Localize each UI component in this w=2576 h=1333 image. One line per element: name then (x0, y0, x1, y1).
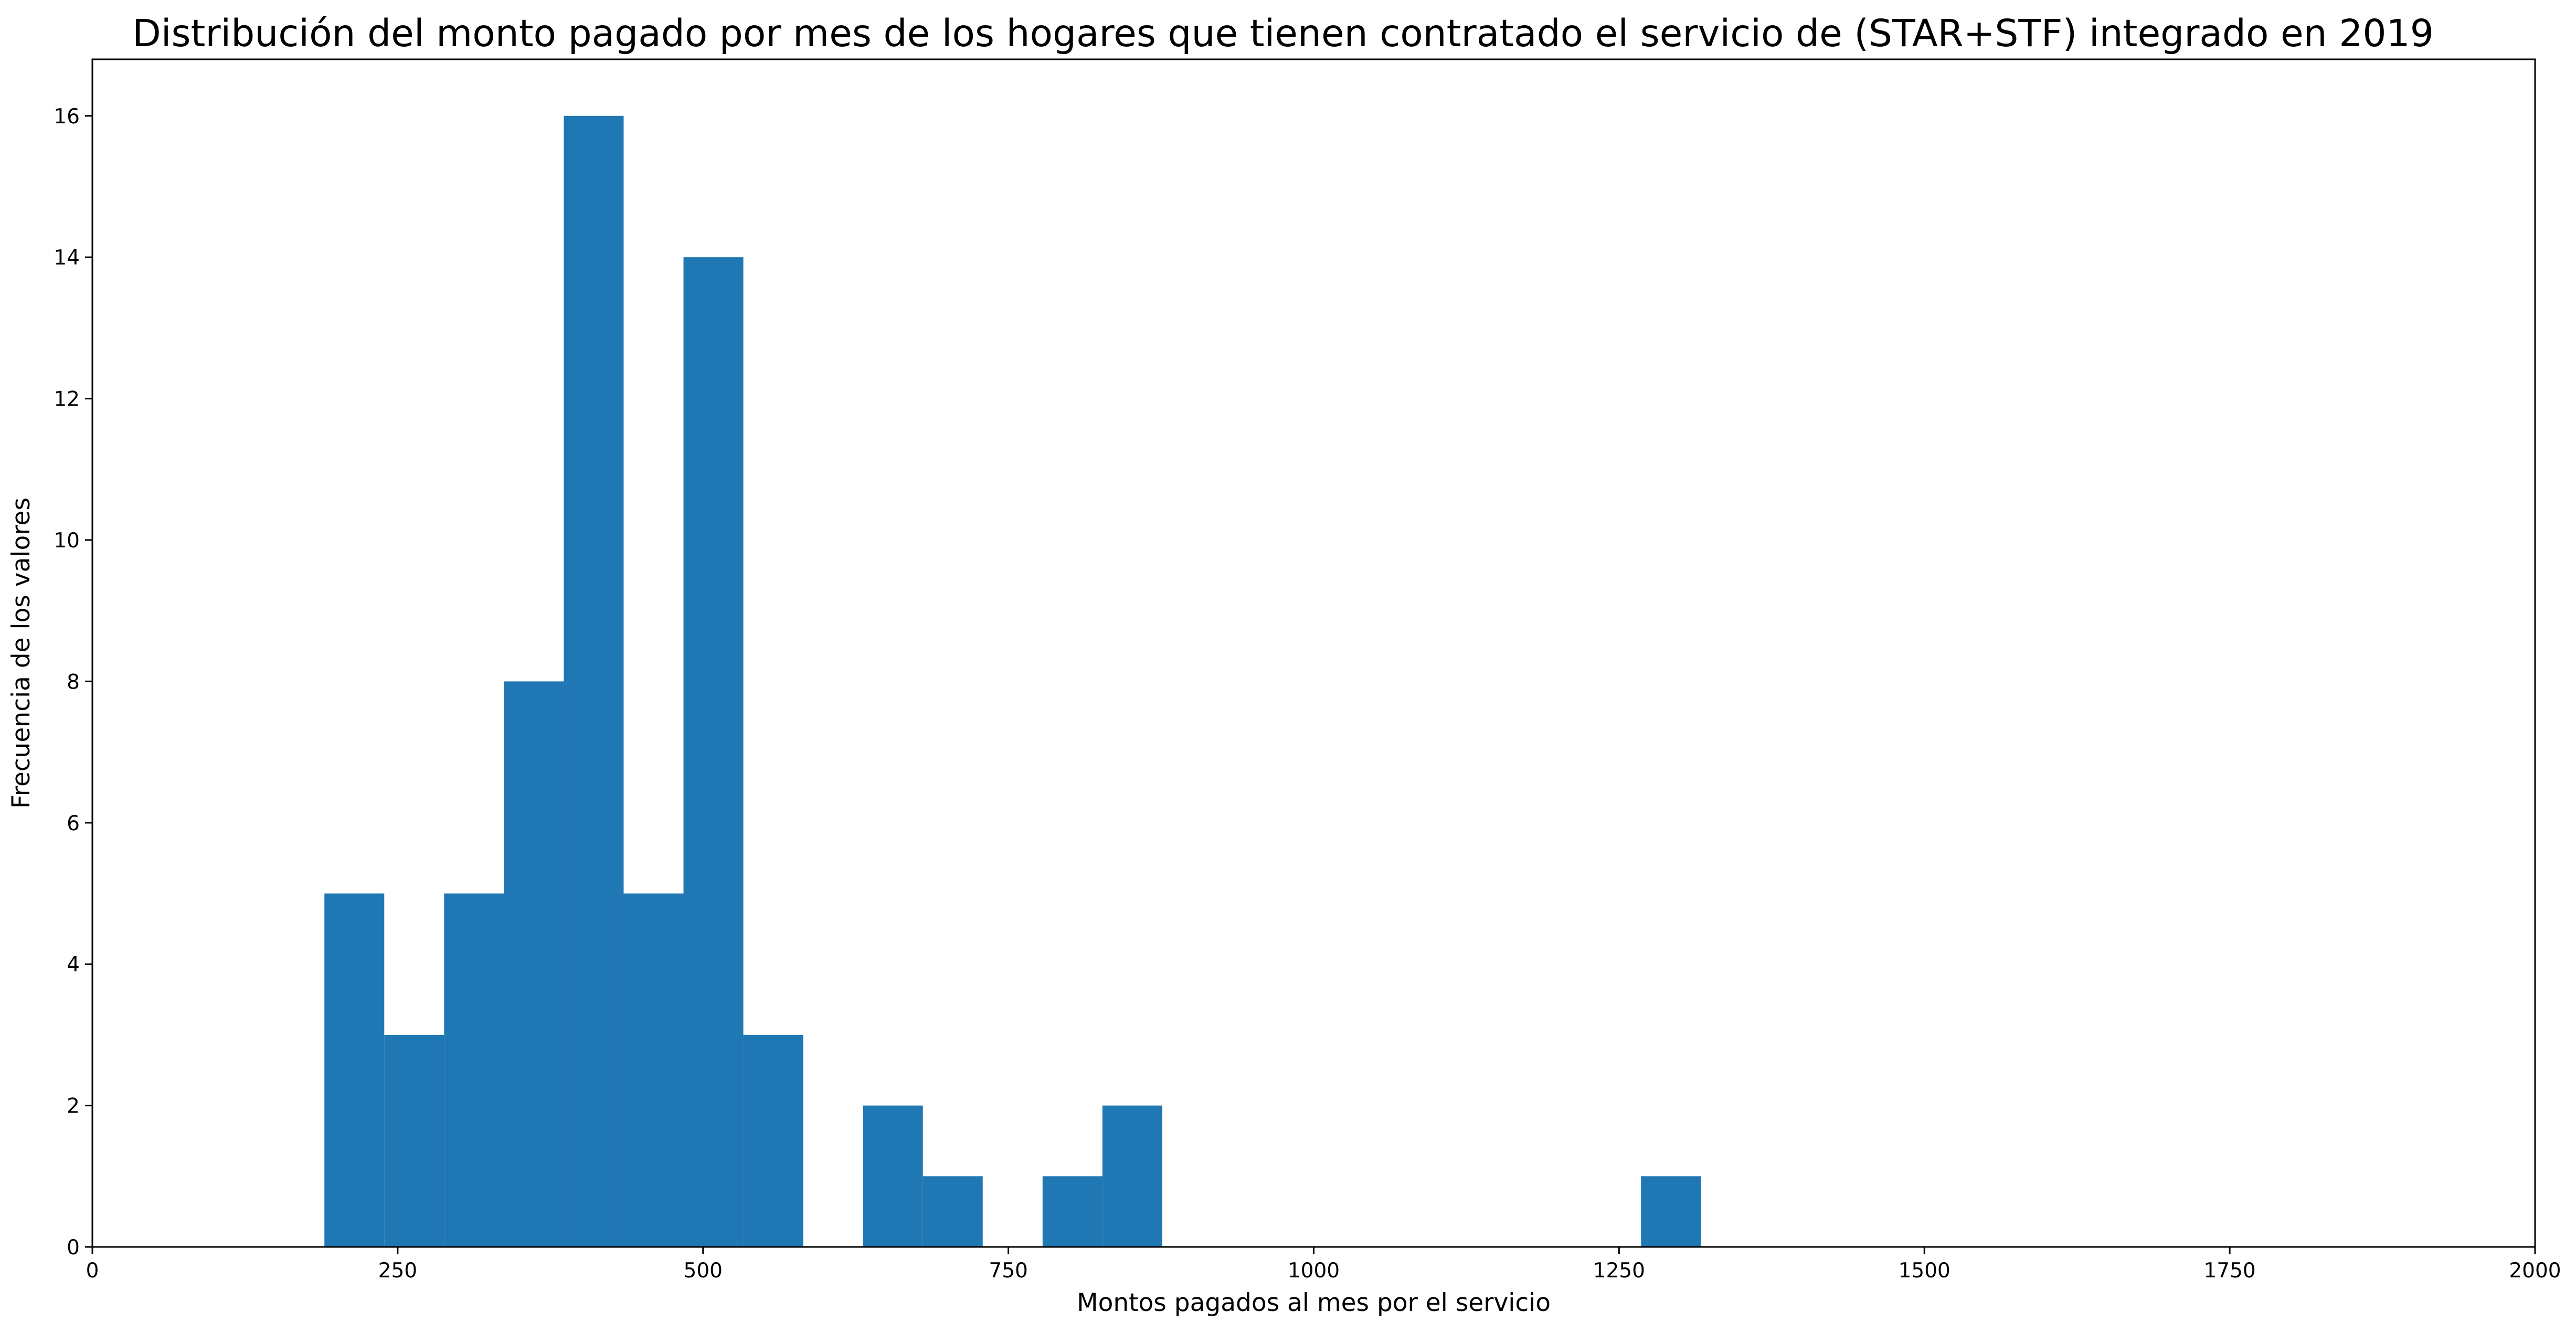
histogram-bar (324, 893, 385, 1247)
histogram-bar (1042, 1176, 1103, 1247)
x-tick-label: 1750 (2203, 1259, 2255, 1283)
y-axis-ticks: 0 2 4 6 8 10 12 14 16 (54, 105, 92, 1260)
x-tick-label: 1250 (1593, 1259, 1645, 1283)
histogram-bar (564, 115, 624, 1247)
x-tick-label: 1000 (1288, 1259, 1340, 1283)
y-tick-label: 12 (54, 388, 80, 411)
histogram-bar (863, 1105, 923, 1247)
x-tick-label: 0 (86, 1259, 99, 1283)
histogram-bar (384, 1034, 444, 1247)
x-tick-label: 1500 (1899, 1259, 1950, 1283)
y-tick-label: 10 (54, 529, 80, 553)
bars-group (324, 115, 1701, 1247)
x-axis-ticks: 0 250 500 750 1000 1250 1500 1750 2000 (86, 1247, 2561, 1283)
y-tick-label: 16 (54, 105, 80, 129)
y-tick-label: 6 (67, 812, 80, 835)
histogram-bar (1102, 1105, 1162, 1247)
histogram-bar (444, 893, 504, 1247)
y-tick-label: 14 (54, 246, 80, 270)
chart-title: Distribución del monto pagado por mes de… (132, 12, 2434, 55)
histogram-bar (504, 681, 564, 1247)
y-tick-label: 2 (67, 1095, 80, 1118)
histogram-bar (743, 1034, 803, 1247)
x-tick-label: 500 (684, 1259, 723, 1283)
x-axis-label: Montos pagados al mes por el servicio (1077, 1288, 1551, 1317)
plot-frame (91, 58, 2536, 1248)
histogram-bar (1641, 1176, 1701, 1247)
x-tick-label: 250 (378, 1259, 417, 1283)
x-tick-label: 2000 (2509, 1259, 2561, 1283)
histogram-bar (623, 893, 684, 1247)
y-tick-label: 8 (67, 670, 80, 694)
histogram-bar (683, 257, 744, 1247)
y-tick-label: 0 (67, 1236, 80, 1260)
y-tick-label: 4 (67, 953, 80, 977)
x-tick-label: 750 (989, 1259, 1027, 1283)
histogram-bar (923, 1176, 983, 1247)
y-axis-label: Frecuencia de los valores (7, 498, 36, 809)
